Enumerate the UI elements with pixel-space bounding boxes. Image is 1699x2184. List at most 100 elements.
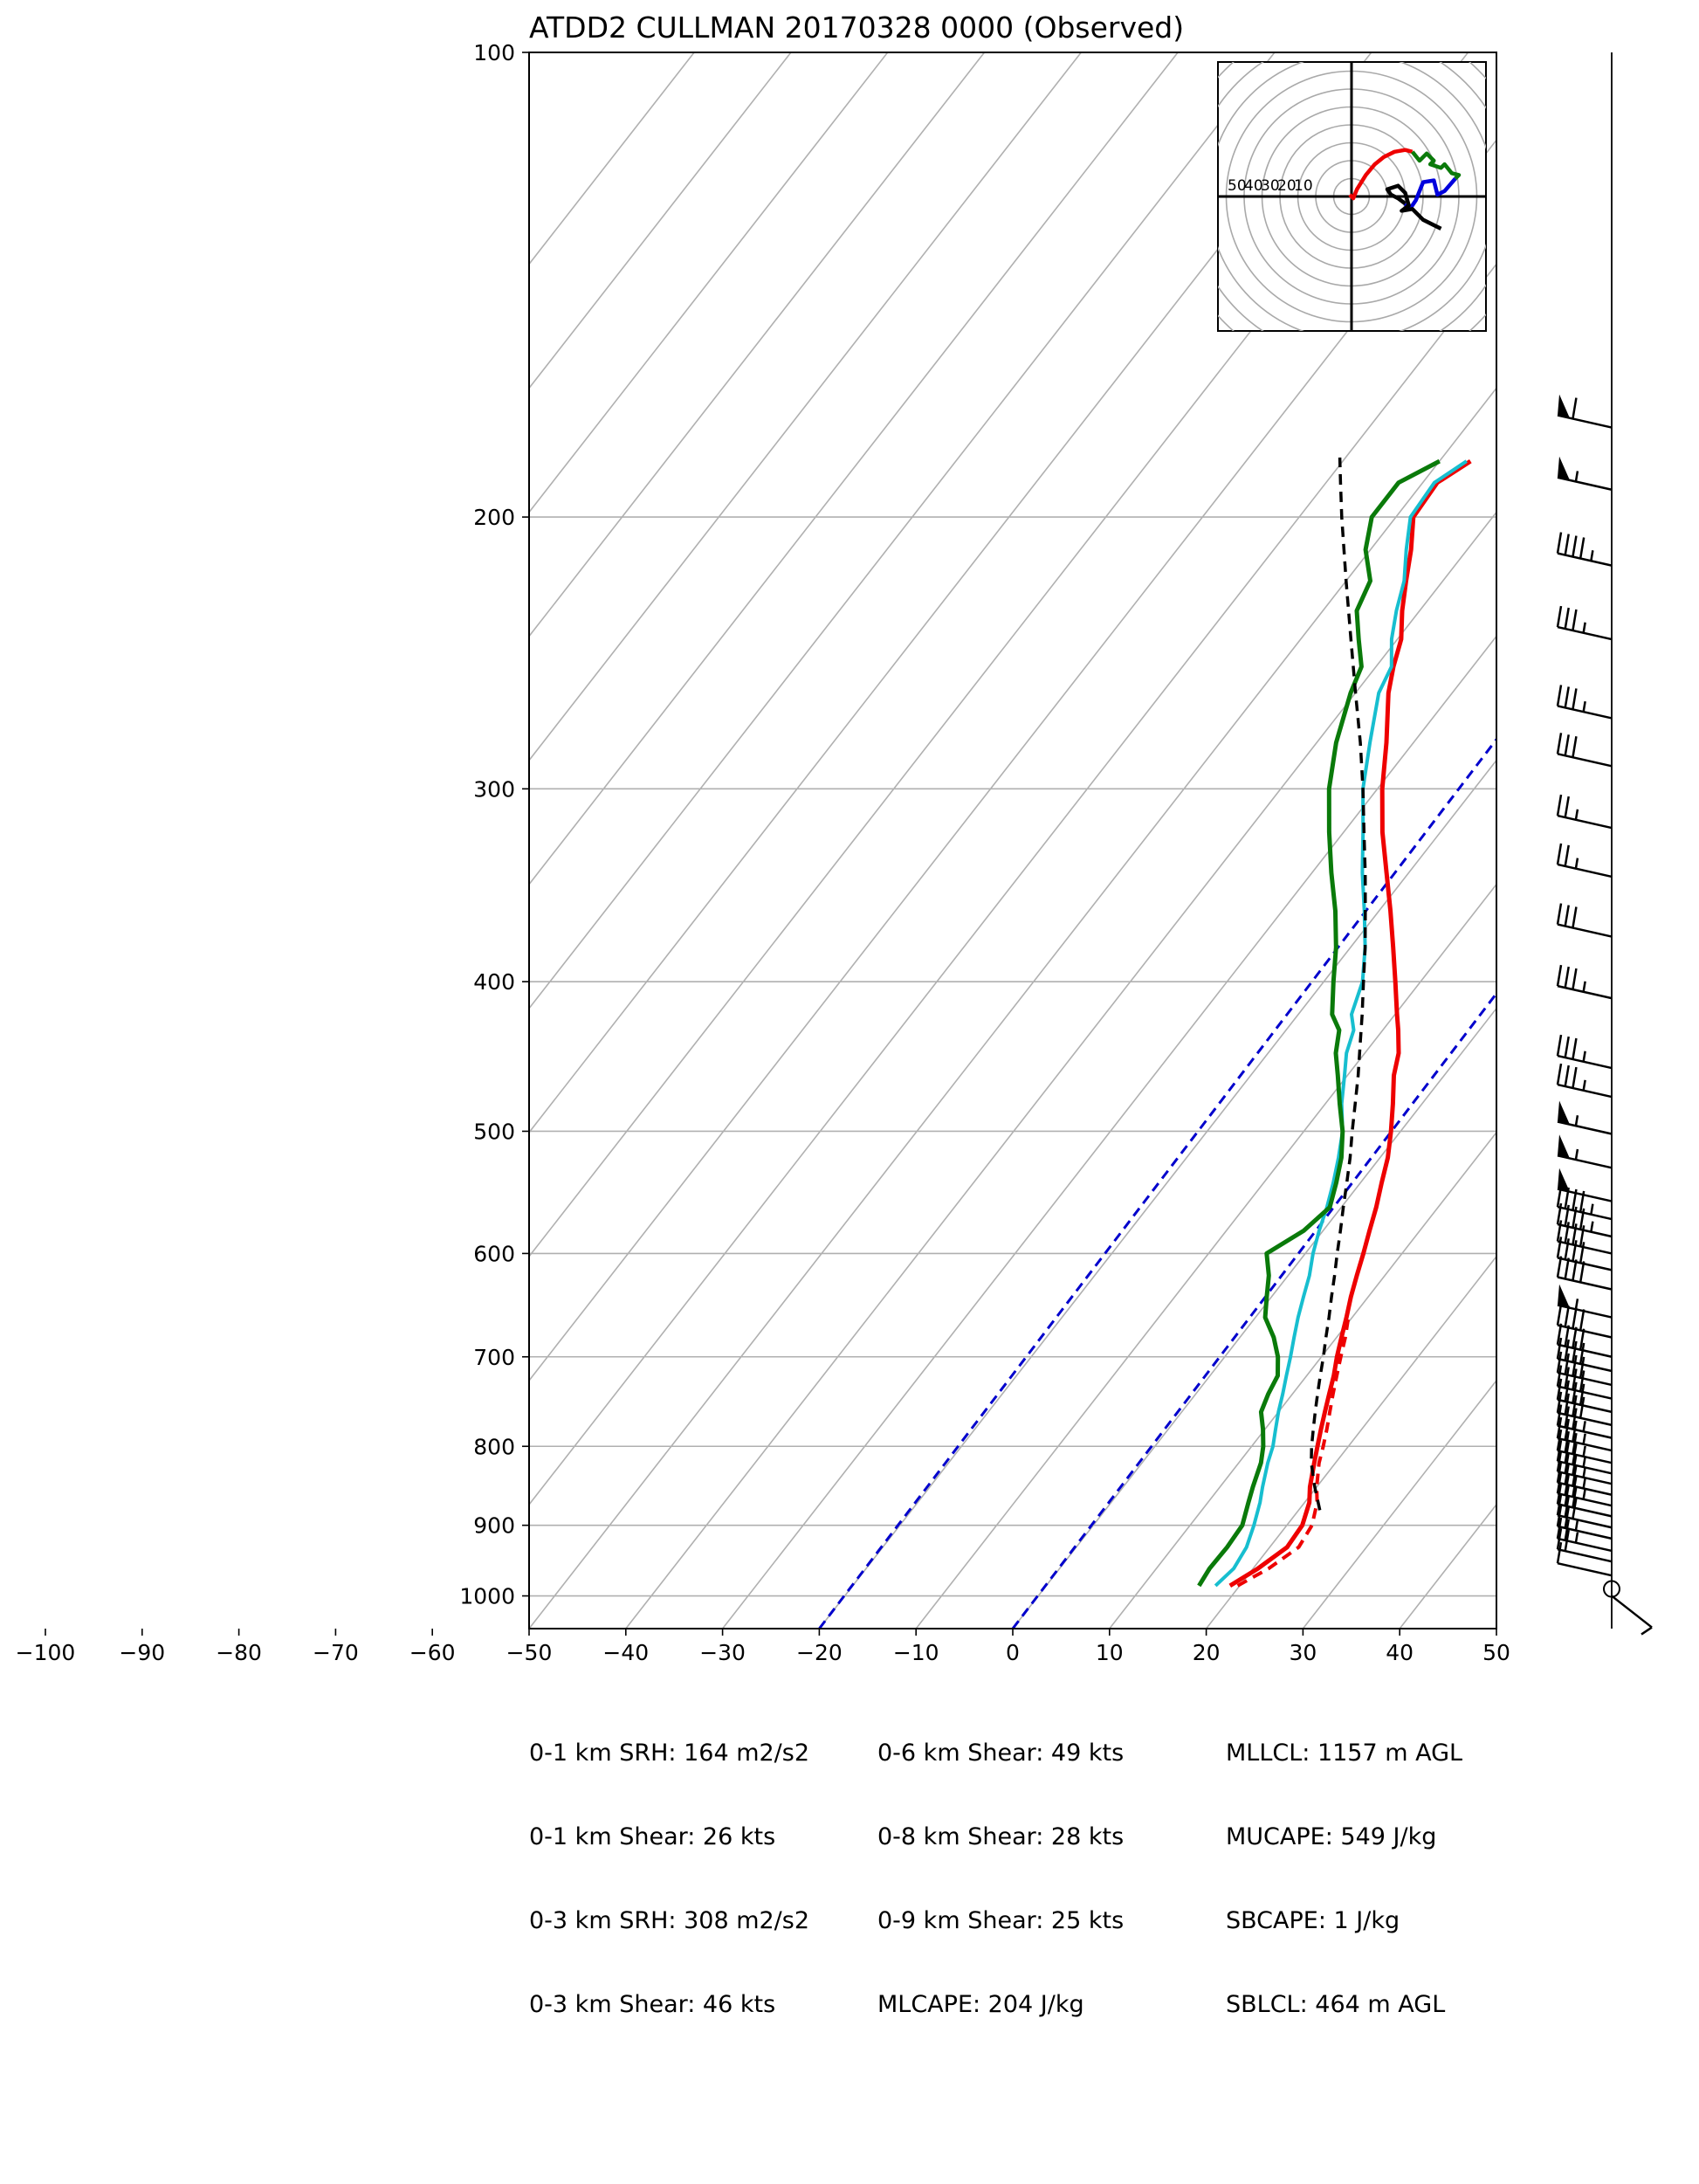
hodograph-trace-red (1348, 148, 1414, 201)
y-tick-label: 100 (473, 40, 515, 65)
isotherm-line (529, 52, 889, 513)
wind-barb (1556, 1527, 1613, 1563)
x-tick-label: −10 (893, 1640, 939, 1665)
wind-barb (1556, 1323, 1613, 1358)
isotherm-line (721, 635, 1496, 1629)
x-tick-label: 30 (1289, 1640, 1317, 1665)
ring-label: 30 (1261, 177, 1280, 195)
isotherm-line (1109, 1131, 1496, 1629)
temperature-line (1228, 458, 1472, 1588)
y-tick-label: 600 (473, 1241, 515, 1266)
temperature-axis: −100 −90 −80 −70 −60 −50 −40 −30 −20 −10 0 10 20 30 40… (16, 1629, 1510, 1665)
wind-barb (1556, 1237, 1613, 1271)
x-tick-label: 20 (1193, 1640, 1221, 1665)
stat-line: 0-6 km Shear: 49 kts (877, 1740, 1125, 1767)
stat-line: 0-3 km SRH: 308 m2/s2 (529, 1907, 810, 1934)
wind-barb (1557, 1168, 1613, 1202)
ring-label: 40 (1244, 177, 1263, 195)
stats-column-1: 0-1 km SRH: 164 m2/s2 0-1 km Shear: 26 k… (529, 1684, 809, 2047)
parcel-line (1310, 457, 1367, 1511)
y-tick-label: 700 (473, 1345, 515, 1370)
profile-lines (1197, 457, 1472, 1588)
isotherm-line (529, 52, 695, 265)
isotherm-line (529, 52, 1276, 1010)
stat-line: 0-9 km Shear: 25 kts (877, 1907, 1125, 1934)
x-tick-label: 40 (1386, 1640, 1414, 1665)
hodograph-trace-black (1385, 183, 1442, 231)
isotherm-line (1593, 52, 1699, 1629)
y-tick-label: 800 (473, 1434, 515, 1459)
isotherm-line (818, 759, 1496, 1629)
x-tick-label: 10 (1096, 1640, 1124, 1665)
stats-column-3: MLLCL: 1157 m AGL MUCAPE: 549 J/kg SBCAP… (1226, 1684, 1462, 2047)
wind-barb (1556, 1034, 1613, 1070)
x-tick-label: −80 (216, 1640, 262, 1665)
hodograph-trace-green (1410, 150, 1462, 181)
wind-barb (1557, 1100, 1613, 1135)
stat-line: SBLCL: 464 m AGL (1226, 1991, 1446, 2018)
wind-barb (1557, 394, 1613, 429)
stat-line: MLCAPE: 204 J/kg (877, 1991, 1084, 2018)
stat-line: 0-8 km Shear: 28 kts (877, 1823, 1125, 1850)
y-tick-label: 1000 (459, 1584, 515, 1609)
wind-barb (1556, 733, 1613, 768)
wetbulb-line (1214, 459, 1468, 1588)
isotherm-line (529, 52, 1082, 761)
isotherm-line (529, 52, 986, 637)
x-tick-label: 50 (1482, 1640, 1510, 1665)
isotherm-line (1012, 1007, 1496, 1629)
wind-barb (1556, 1185, 1613, 1221)
wind-barb (1556, 1304, 1613, 1339)
y-tick-label: 500 (473, 1119, 515, 1144)
wind-barb (1556, 843, 1613, 878)
wind-barb (1557, 1284, 1613, 1319)
isotherm-line (529, 52, 1372, 1134)
y-tick-label: 300 (473, 776, 515, 802)
wind-barb (1556, 964, 1613, 1000)
wind-barb (1556, 1256, 1613, 1291)
x-tick-label: −50 (506, 1640, 553, 1665)
ring-label: 10 (1294, 177, 1313, 195)
pressure-axis: 100 200 300 400 500 600 700 800 900 1000 (459, 40, 529, 1609)
isotherm-line (1205, 1255, 1496, 1629)
x-tick-label: 0 (1006, 1640, 1020, 1665)
x-tick-label: −20 (796, 1640, 843, 1665)
wind-barb (1556, 532, 1613, 567)
wind-barb (1556, 1063, 1613, 1099)
stat-line: MUCAPE: 549 J/kg (1226, 1823, 1437, 1850)
wind-barb (1556, 1220, 1613, 1255)
wind-barb (1557, 456, 1613, 491)
isotherm-line (529, 387, 1496, 1629)
y-tick-label: 200 (473, 505, 515, 530)
wind-barb (1556, 1202, 1613, 1238)
stat-line: 0-1 km SRH: 164 m2/s2 (529, 1740, 810, 1767)
ring-label: 50 (1228, 177, 1247, 195)
isotherm-line (529, 52, 1179, 885)
stat-line: MLLCL: 1157 m AGL (1226, 1740, 1463, 1767)
wind-barb (1556, 685, 1613, 720)
isotherm-line (625, 511, 1496, 1629)
wind-barb (1556, 605, 1613, 641)
moist-adiabat (1011, 991, 1496, 1629)
x-tick-label: −60 (409, 1640, 456, 1665)
x-tick-label: −90 (119, 1640, 165, 1665)
stats-column-2: 0-6 km Shear: 49 kts 0-8 km Shear: 28 kt… (877, 1684, 1124, 2047)
x-tick-label: −100 (16, 1640, 76, 1665)
ring-label: 20 (1277, 177, 1297, 195)
virtual-temperature-line (1236, 1317, 1351, 1588)
x-tick-label: −70 (313, 1640, 359, 1665)
wind-barbs (1556, 52, 1653, 1636)
wind-barb (1556, 794, 1613, 830)
x-tick-label: −40 (602, 1640, 649, 1665)
stat-line: 0-3 km Shear: 46 kts (529, 1991, 776, 2018)
wind-barb (1556, 1541, 1613, 1577)
x-tick-label: −30 (699, 1640, 746, 1665)
hodograph-trace-blue (1403, 177, 1457, 211)
y-tick-label: 400 (473, 969, 515, 995)
isotherm-line (529, 52, 792, 389)
wind-barb (1556, 1494, 1613, 1529)
wind-barb (1603, 1580, 1653, 1636)
wind-barb (1557, 1134, 1613, 1169)
